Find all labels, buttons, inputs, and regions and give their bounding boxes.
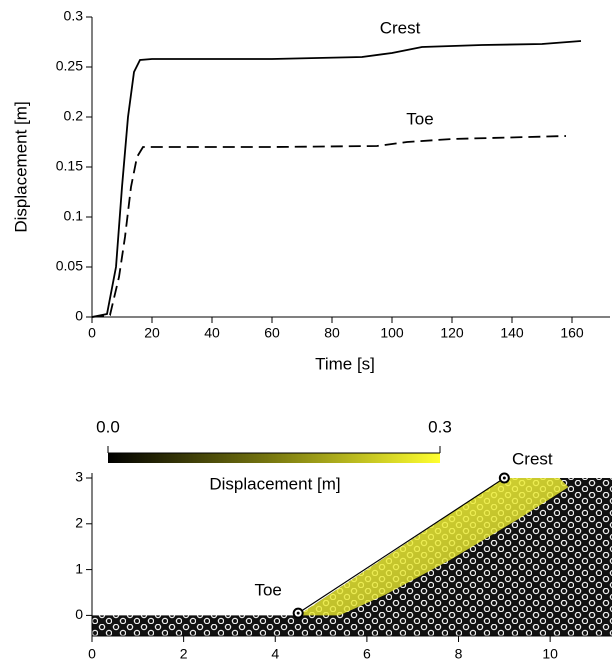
series-label: Crest	[380, 18, 421, 37]
y-tick-label: 0	[75, 308, 83, 324]
x-tick-label: 8	[455, 646, 463, 662]
x-tick-label: 80	[324, 325, 340, 341]
series-label: Toe	[406, 109, 433, 128]
x-tick-label: 0	[88, 325, 96, 341]
y-tick-label: 0.25	[56, 58, 83, 74]
data-line	[91, 135, 567, 318]
colorbar-tick-label: 0.3	[428, 417, 452, 436]
point-label: Toe	[254, 581, 281, 600]
y-tick-label: 1	[75, 560, 83, 576]
data-line	[91, 40, 582, 318]
y-tick-label: 0.2	[64, 108, 84, 124]
point-label: Crest	[512, 449, 553, 468]
y-tick-label: 0.05	[56, 258, 83, 274]
colorbar	[108, 453, 440, 463]
x-tick-label: 6	[363, 646, 371, 662]
y-tick-label: 0	[75, 606, 83, 622]
x-tick-label: 20	[144, 325, 160, 341]
y-axis-label: Displacement [m]	[11, 101, 30, 232]
y-tick-label: 3	[75, 469, 83, 485]
y-tick-label: 0.15	[56, 158, 83, 174]
x-tick-label: 10	[542, 646, 558, 662]
colorbar-tick-label: 0.0	[96, 417, 120, 436]
displaced-zone	[284, 478, 569, 616]
x-tick-label: 140	[500, 325, 524, 341]
x-tick-label: 160	[560, 325, 584, 341]
point-center	[502, 476, 506, 480]
x-axis-label: Time [s]	[315, 354, 375, 373]
x-tick-label: 100	[380, 325, 404, 341]
x-tick-label: 0	[88, 646, 96, 662]
point-center	[296, 611, 300, 615]
x-tick-label: 120	[440, 325, 464, 341]
y-tick-label: 2	[75, 515, 83, 531]
y-tick-label: 0.3	[64, 8, 84, 24]
toe-crest-line	[297, 477, 505, 614]
x-tick-label: 40	[204, 325, 220, 341]
x-tick-label: 2	[180, 646, 188, 662]
x-tick-label: 60	[264, 325, 280, 341]
colorbar-label: Displacement [m]	[209, 474, 340, 493]
x-tick-label: 4	[271, 646, 279, 662]
y-tick-label: 0.1	[64, 208, 84, 224]
